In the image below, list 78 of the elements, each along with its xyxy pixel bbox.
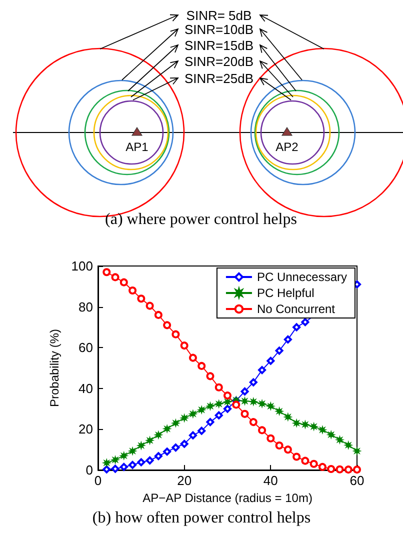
- text: (a) where power control helps: [105, 211, 297, 228]
- legend-label: PC Helpful: [256, 286, 314, 300]
- point: [344, 466, 352, 474]
- y-tick-label: 80: [78, 299, 93, 314]
- point: [154, 310, 162, 319]
- x-tick-label: 20: [177, 473, 192, 488]
- point: [146, 302, 154, 310]
- point: [163, 448, 172, 456]
- point: [137, 294, 146, 303]
- point: [249, 418, 258, 426]
- y-tick-label: 40: [78, 380, 93, 396]
- text: SINR=10dB: [184, 22, 254, 37]
- point: [198, 426, 206, 435]
- point: [111, 464, 120, 473]
- text: AP2: [276, 140, 299, 154]
- point: [128, 460, 137, 469]
- point: [198, 362, 206, 370]
- point: [292, 323, 301, 332]
- point: [318, 462, 326, 471]
- point: [284, 335, 292, 344]
- point: [276, 408, 283, 415]
- point: [224, 392, 232, 400]
- point: [163, 321, 172, 330]
- point: [249, 378, 258, 386]
- point: [180, 342, 188, 350]
- point: [284, 446, 292, 454]
- point: [232, 400, 240, 409]
- point: [120, 462, 128, 471]
- point: [154, 452, 162, 460]
- point: [128, 286, 137, 294]
- point: [336, 436, 344, 444]
- text: SINR=25dB: [184, 71, 254, 86]
- point: [206, 372, 214, 380]
- point: [172, 444, 180, 452]
- point: [240, 410, 249, 418]
- legend-label: PC Unnecessary: [256, 270, 348, 284]
- text: SINR= 5dB: [186, 8, 252, 23]
- point: [214, 383, 223, 392]
- x-axis-title: AP−AP Distance (radius = 10m): [142, 490, 312, 505]
- point: [172, 330, 180, 338]
- point: [102, 465, 111, 474]
- point: [224, 404, 232, 413]
- point: [275, 346, 284, 355]
- point: [310, 460, 318, 468]
- point: [292, 452, 301, 461]
- text: AP1: [126, 140, 149, 154]
- point: [258, 366, 266, 374]
- y-tick-label: 0: [86, 462, 93, 478]
- point: [275, 442, 284, 450]
- point: [188, 431, 197, 440]
- point: [301, 318, 310, 326]
- point: [137, 458, 146, 466]
- legend-label: No Concurrent: [256, 302, 336, 316]
- y-tick-label: 60: [78, 340, 93, 356]
- point: [120, 278, 128, 286]
- point: [266, 356, 275, 365]
- y-tick-label: 100: [71, 258, 93, 274]
- point: [327, 464, 336, 473]
- x-tick-label: 60: [350, 473, 364, 488]
- text: SINR=20dB: [184, 54, 254, 69]
- point: [180, 440, 188, 448]
- x-tick-label: 40: [263, 473, 278, 488]
- point: [214, 411, 223, 420]
- y-axis-title: Probability (%): [47, 328, 62, 408]
- point: [188, 354, 197, 362]
- point: [112, 456, 119, 464]
- y-tick-label: 20: [78, 422, 93, 437]
- point: [258, 426, 266, 434]
- point: [111, 273, 120, 282]
- point: [301, 456, 310, 465]
- point: [240, 387, 249, 396]
- point: [146, 456, 154, 464]
- point: [102, 268, 111, 276]
- point: [206, 418, 214, 426]
- text: SINR=15dB: [184, 38, 254, 53]
- text: (b) how often power control helps: [92, 510, 311, 526]
- point: [336, 465, 344, 474]
- point: [266, 434, 275, 442]
